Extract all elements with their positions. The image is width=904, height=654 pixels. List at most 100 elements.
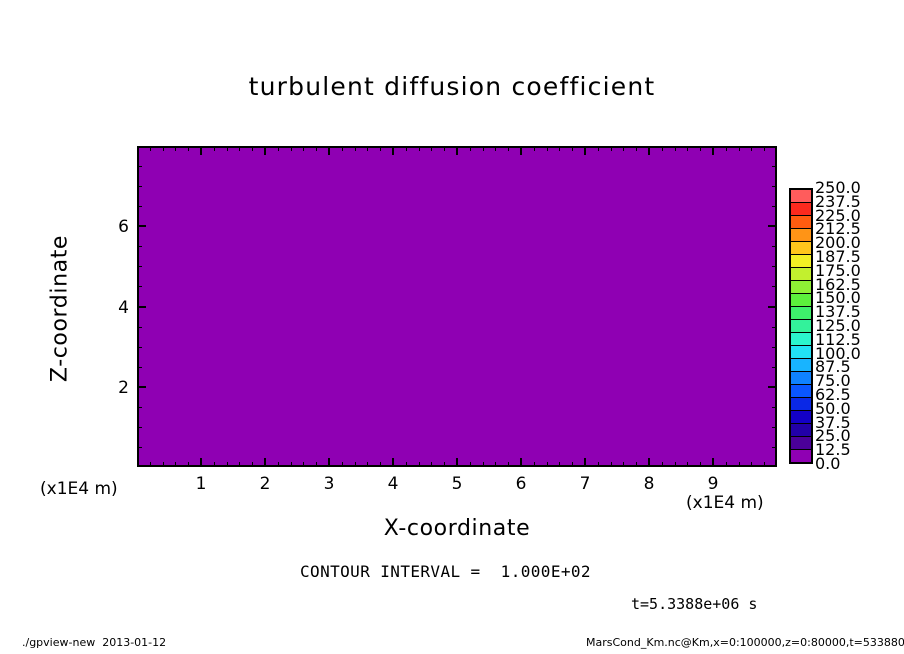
x-tick-minor: [636, 462, 637, 467]
colorbar-label: 37.5: [815, 412, 851, 432]
x-tick-minor: [163, 462, 164, 467]
x-tick-label: 5: [451, 474, 463, 494]
x-axis-unit-label: (x1E4 m): [686, 493, 764, 513]
y-tick-minor: [137, 407, 142, 408]
x-tick-minor-top: [214, 146, 215, 151]
y-tick-major-right: [768, 306, 777, 308]
y-tick-minor-right: [772, 407, 777, 408]
x-tick-minor-top: [406, 146, 407, 151]
colorbar-label: 125.0: [815, 316, 861, 335]
x-tick-major: [584, 458, 586, 467]
y-tick-minor-right: [772, 166, 777, 167]
x-tick-minor: [316, 462, 317, 467]
y-tick-minor: [137, 347, 142, 348]
x-tick-label: 3: [323, 474, 335, 494]
y-tick-minor-right: [772, 327, 777, 328]
x-tick-minor: [150, 462, 151, 467]
plot-area[interactable]: [137, 146, 777, 467]
x-tick-minor-top: [150, 146, 151, 151]
x-tick-label: 9: [707, 474, 719, 494]
x-tick-minor: [470, 462, 471, 467]
y-tick-minor-right: [772, 286, 777, 287]
y-tick-label: 4: [118, 297, 129, 318]
colorbar-tick-labels: 0.0 12.5 25.0 37.5 50.0 62.5 75.0 87.5 100.0 112.…: [815, 180, 885, 472]
colorbar-label: 62.5: [815, 385, 851, 404]
x-tick-minor: [739, 462, 740, 467]
colorbar-label: 100.0: [815, 343, 861, 363]
x-tick-minor-top: [355, 146, 356, 151]
colorbar-label: 162.5: [815, 274, 861, 294]
x-tick-minor-top: [598, 146, 599, 151]
colorbar-label: 50.0: [815, 398, 851, 418]
x-tick-major: [392, 458, 394, 467]
colorbar-label: 150.0: [815, 288, 861, 308]
x-tick-minor: [534, 462, 535, 467]
x-tick-label: 4: [387, 474, 399, 494]
x-tick-minor: [483, 462, 484, 467]
colorbar-cell: [791, 346, 811, 359]
x-tick-minor-top: [188, 146, 189, 151]
colorbar-label: 87.5: [815, 357, 851, 377]
time-annotation: t=5.3388e+06 s: [631, 595, 758, 613]
colorbar-cell: [791, 216, 811, 229]
y-tick-minor-right: [772, 427, 777, 428]
x-tick-minor: [278, 462, 279, 467]
x-tick-minor-top: [623, 146, 624, 151]
x-tick-major-top: [264, 146, 266, 155]
x-tick-major-top: [200, 146, 202, 155]
x-tick-minor: [687, 462, 688, 467]
y-tick-major-right: [768, 386, 777, 388]
y-tick-minor: [137, 427, 142, 428]
x-tick-minor: [380, 462, 381, 467]
x-tick-minor-top: [508, 146, 509, 151]
x-tick-minor-top: [163, 146, 164, 151]
colorbar-label: 212.5: [815, 219, 861, 239]
x-tick-minor: [239, 462, 240, 467]
colorbar-cell: [791, 450, 811, 462]
y-tick-label: 2: [118, 377, 129, 398]
x-tick-major-top: [648, 146, 650, 155]
x-tick-minor: [611, 462, 612, 467]
x-tick-minor: [764, 462, 765, 467]
x-tick-minor: [508, 462, 509, 467]
colorbar-label: 237.5: [815, 191, 861, 211]
colorbar-label: 225.0: [815, 205, 861, 225]
colorbar-cell: [791, 359, 811, 372]
y-axis-unit-label: (x1E4 m): [40, 479, 118, 499]
y-tick-minor: [137, 246, 142, 247]
x-axis-title: X-coordinate: [383, 516, 531, 541]
colorbar-label: 112.5: [815, 329, 861, 349]
colorbar-cell: [791, 398, 811, 411]
colorbar-label: 200.0: [815, 233, 861, 253]
colorbar-cell: [791, 242, 811, 255]
x-tick-minor: [559, 462, 560, 467]
x-tick-minor: [188, 462, 189, 467]
x-tick-minor: [406, 462, 407, 467]
x-tick-minor-top: [291, 146, 292, 151]
x-tick-major-top: [456, 146, 458, 155]
x-tick-minor-top: [227, 146, 228, 151]
y-tick-minor-right: [772, 266, 777, 267]
colorbar-cell: [791, 255, 811, 268]
colorbar[interactable]: [789, 188, 813, 464]
x-tick-major: [520, 458, 522, 467]
y-tick-minor-right: [772, 367, 777, 368]
x-tick-major-top: [328, 146, 330, 155]
y-tick-minor: [137, 447, 142, 448]
x-tick-minor-top: [483, 146, 484, 151]
y-tick-label: 6: [118, 217, 129, 238]
x-tick-minor-top: [380, 146, 381, 151]
x-tick-minor-top: [572, 146, 573, 151]
x-tick-minor: [726, 462, 727, 467]
y-tick-minor: [137, 206, 142, 207]
x-tick-minor: [675, 462, 676, 467]
colorbar-cell: [791, 203, 811, 216]
y-tick-minor-right: [772, 186, 777, 187]
x-tick-minor-top: [342, 146, 343, 151]
heatmap-canvas: [139, 148, 775, 465]
y-tick-minor: [137, 166, 142, 167]
y-tick-minor: [137, 286, 142, 287]
y-tick-major: [137, 306, 146, 308]
x-tick-minor: [547, 462, 548, 467]
x-tick-minor-top: [636, 146, 637, 151]
